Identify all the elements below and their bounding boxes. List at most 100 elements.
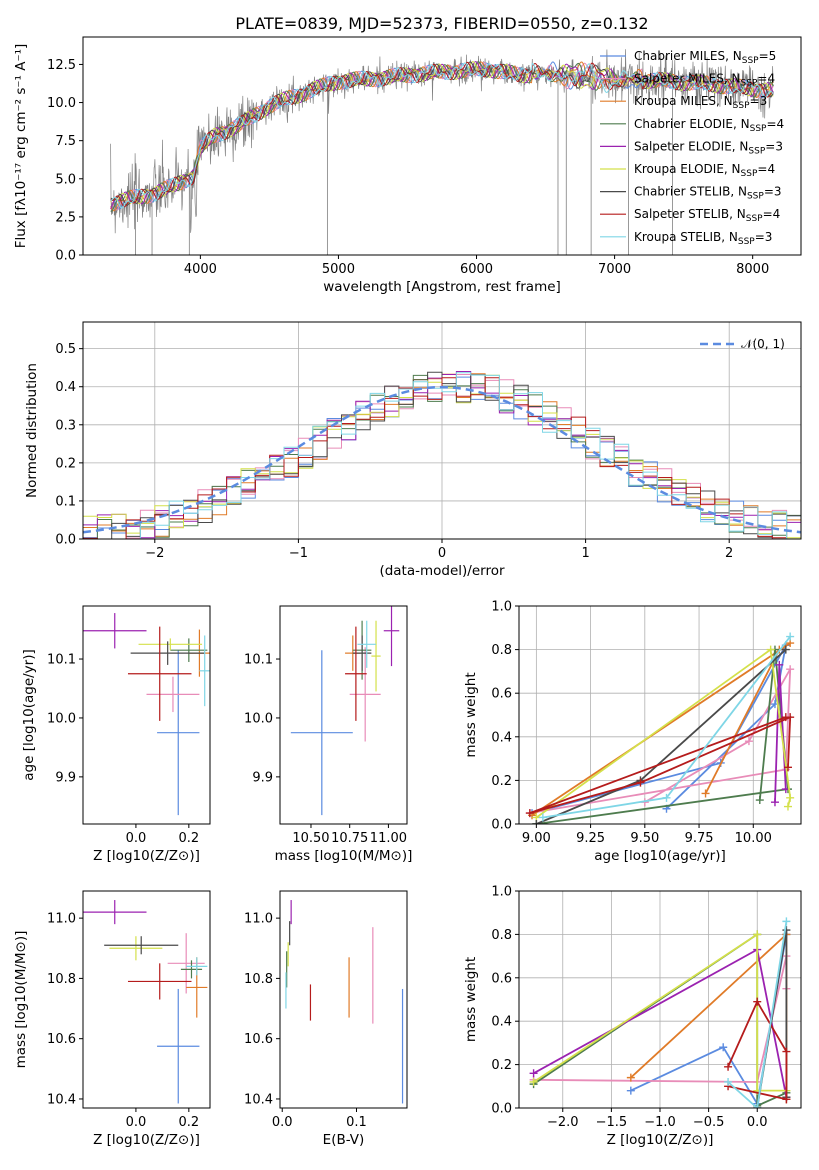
weight-point [781, 645, 790, 654]
normal-reference-curve [83, 385, 801, 534]
x-tick-label: −1.5 [596, 1115, 628, 1130]
legend-value: =3 [765, 139, 783, 153]
weight-point [724, 1077, 733, 1086]
weight-point [782, 1047, 791, 1056]
x-tick-label: 0.0 [747, 1115, 768, 1130]
y-tick-label: 1.0 [491, 600, 512, 615]
y-axis-label: mass weight [463, 957, 479, 1042]
weight-point [786, 793, 795, 802]
weight-point [662, 793, 671, 802]
y-tick-label: 0.8 [491, 928, 512, 943]
weight-point [724, 1062, 733, 1071]
x-tick-label: 0.2 [178, 1115, 199, 1130]
y-tick-label: 10.4 [47, 1092, 76, 1107]
axes-group [79, 658, 190, 828]
x-tick-label: −2.0 [547, 1115, 579, 1130]
y-tick-label: 1.0 [491, 885, 512, 900]
legend-entry: Salpeter ELODIE, NSSP=3 [634, 139, 783, 156]
y-tick-label: 10.6 [47, 1032, 76, 1047]
x-tick-label: −0.5 [693, 1115, 725, 1130]
legend-entry: Chabrier STELIB, NSSP=3 [634, 185, 782, 202]
weight-point [783, 763, 792, 772]
axes-frame [82, 605, 211, 825]
axes-frame [82, 890, 211, 1109]
x-tick-label: −2 [145, 546, 164, 561]
legend-value: =3 [755, 230, 773, 244]
y-tick-label: 10.1 [244, 653, 273, 668]
legend-subscript: SSP [747, 192, 764, 202]
y-tick-label: 5.0 [55, 172, 76, 187]
x-axis-label: Z [log10(Z/Z⊙)] [607, 1132, 714, 1148]
weight-point [766, 645, 775, 654]
x-axis-label: (data-model)/error [379, 563, 505, 579]
x-axis-label: E(B-V) [323, 1132, 365, 1148]
x-tick-label: 10.50 [292, 831, 329, 846]
x-tick-label: 11.00 [370, 831, 407, 846]
legend-entry: Kroupa ELODIE, NSSP=4 [634, 162, 775, 179]
x-tick-label: 9.50 [630, 831, 659, 846]
y-tick-label: 0.0 [491, 1102, 512, 1117]
x-axis-label: Z [log10(Z/Z⊙)] [93, 1132, 200, 1148]
y-tick-label: 0.4 [491, 730, 512, 745]
weight-point [744, 737, 753, 746]
plot-area [83, 371, 801, 539]
model-line-3 [110, 61, 774, 212]
weight-point [636, 778, 645, 787]
y-tick-label: 0.6 [491, 687, 512, 702]
x-tick-label: 8000 [736, 262, 769, 277]
legend-value: =4 [763, 207, 781, 221]
legend-value: =3 [764, 185, 782, 199]
weight-point [782, 1095, 791, 1104]
y-tick-label: 11.0 [47, 912, 76, 927]
model-line-8 [110, 62, 774, 209]
y-tick-label: 0.3 [55, 418, 76, 433]
axes-frame [82, 321, 802, 540]
x-axis-label: mass [log10(M/M⊙)] [275, 848, 413, 864]
weight-point [529, 1069, 538, 1078]
legend-value: =5 [759, 49, 777, 63]
y-tick-label: 10.8 [244, 972, 273, 987]
x-tick-label: 9.00 [522, 831, 551, 846]
x-tick-label: 0.0 [272, 1115, 293, 1130]
y-tick-label: 0.2 [491, 774, 512, 789]
axes-frame [82, 36, 802, 256]
legend-entry: Chabrier MILES, NSSP=5 [634, 49, 776, 66]
y-tick-label: 10.6 [244, 1032, 273, 1047]
legend-subscript: SSP [746, 214, 763, 224]
y-tick-label: 12.5 [47, 58, 76, 73]
axes-group [79, 322, 801, 543]
weight-point [782, 926, 791, 935]
y-tick-label: 0.0 [55, 533, 76, 548]
x-tick-label: 0 [438, 546, 446, 561]
y-tick-label: 0.0 [55, 249, 76, 264]
legend-entry: Kroupa STELIB, NSSP=3 [634, 230, 772, 247]
y-axis-label: age [log10(age/yr)] [21, 649, 37, 781]
x-tick-label: 0.2 [178, 831, 199, 846]
weight-line-5 [533, 932, 787, 1092]
model-line-1 [110, 61, 774, 211]
y-tick-label: 0.5 [55, 342, 76, 357]
legend-subscript: SSP [748, 146, 765, 156]
x-tick-label: 0.0 [126, 1115, 147, 1130]
x-axis-label: wavelength [Angstrom, rest frame] [323, 279, 561, 295]
weight-point [532, 820, 541, 824]
legend-subscript: SSP [750, 124, 767, 134]
y-tick-label: 10.8 [47, 972, 76, 987]
y-tick-label: 0.4 [491, 1015, 512, 1030]
y-tick-label: 0.2 [55, 456, 76, 471]
weight-point [753, 1104, 762, 1108]
weight-point [525, 809, 534, 818]
axes-frame [279, 605, 408, 825]
weight-point [781, 713, 790, 722]
legend-value: =4 [757, 162, 775, 176]
legend-entry: Salpeter STELIB, NSSP=4 [634, 207, 780, 224]
weight-point [783, 802, 792, 811]
weight-point [770, 798, 779, 807]
plot-area [529, 917, 791, 1108]
x-tick-label: 1 [581, 546, 589, 561]
weight-point [786, 665, 795, 674]
histogram-step-1 [83, 374, 801, 539]
legend-entry: 𝒩(0, 1) [741, 337, 785, 351]
histogram-step-7 [83, 377, 801, 539]
